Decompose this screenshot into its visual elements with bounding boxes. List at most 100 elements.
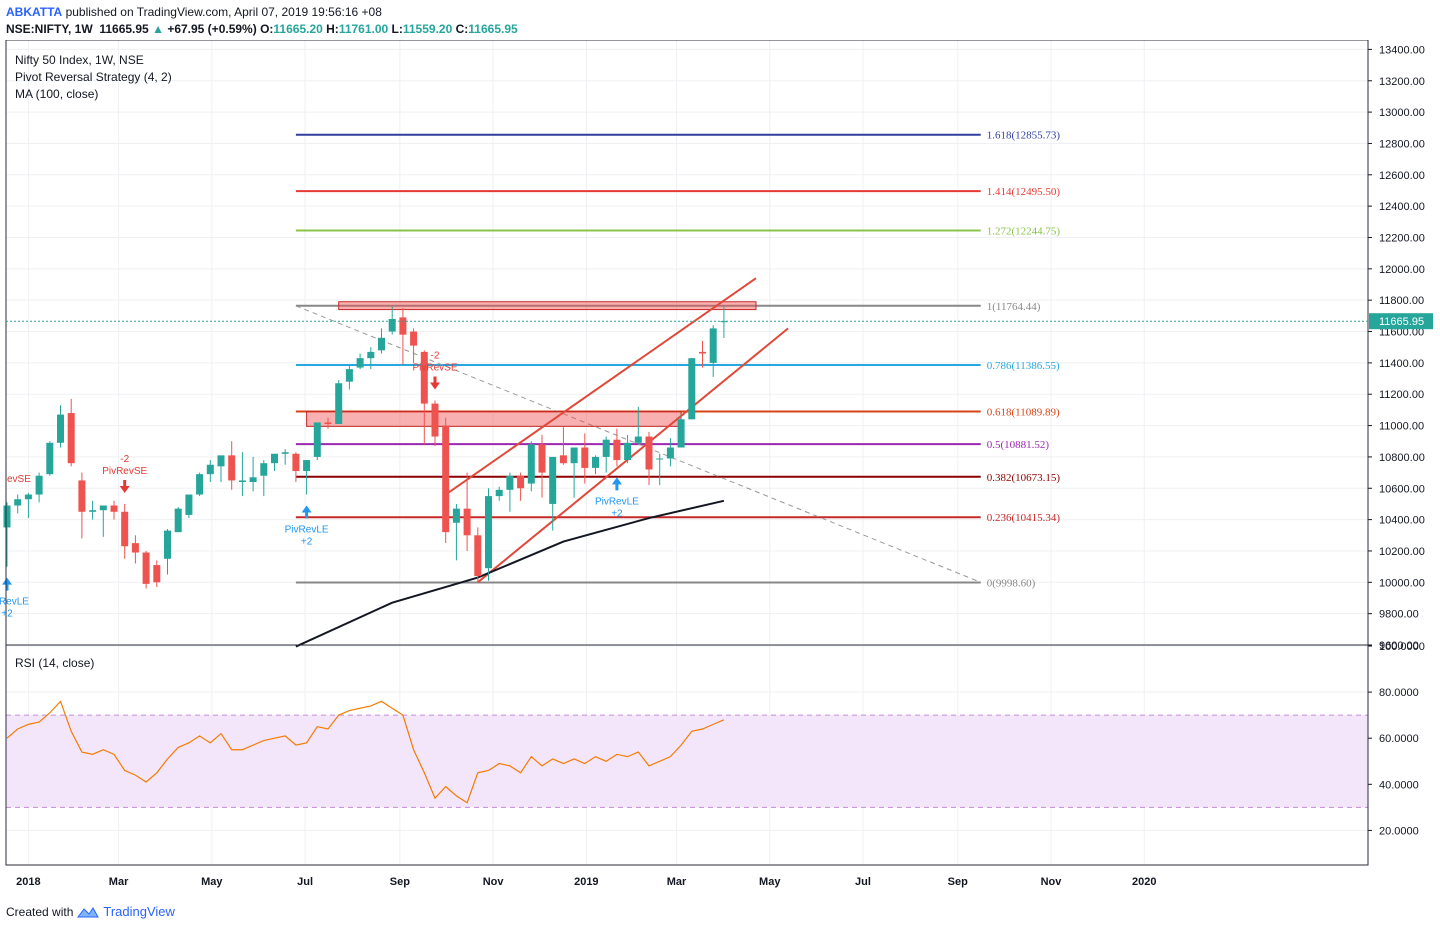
- candle: [517, 472, 525, 501]
- x-tick-label: May: [201, 876, 223, 888]
- short-signal-label: PivRevSE: [102, 466, 147, 477]
- price-chart[interactable]: 0(9998.60) 0.236(10415.34) 0.382(10673.15)…: [0, 40, 1440, 900]
- legend: Nifty 50 Index, 1W, NSE Pivot Reversal S…: [15, 53, 172, 670]
- candle-body: [153, 565, 161, 583]
- candle-body: [14, 499, 22, 506]
- candle-body: [313, 422, 321, 457]
- candle: [217, 455, 225, 482]
- candle-body: [164, 530, 171, 559]
- short-signal-arrow-icon: [430, 376, 440, 390]
- candle-body: [185, 494, 193, 515]
- up-arrow-icon: ▲: [152, 22, 164, 36]
- candle: [14, 494, 22, 514]
- x-tick-label: May: [759, 876, 781, 888]
- candle-body: [645, 436, 653, 470]
- last-price-tag: [1369, 313, 1433, 330]
- y-tick-label: 9600.00: [1379, 640, 1419, 652]
- candle: [271, 453, 278, 472]
- candle: [46, 441, 54, 476]
- candle: [67, 398, 75, 467]
- candle: [570, 447, 578, 498]
- candle: [335, 380, 343, 425]
- rsi-y-tick-label: 40.0000: [1379, 779, 1419, 791]
- fib-level-label: 0.236(10415.34): [987, 512, 1061, 524]
- candle: [463, 472, 471, 551]
- x-tick-label: 2020: [1132, 876, 1156, 888]
- candle-body: [345, 369, 353, 382]
- candle: [35, 472, 43, 503]
- legend-rsi: RSI (14, close): [15, 656, 94, 670]
- candle-body: [367, 351, 375, 359]
- x-tick-label: Jul: [855, 876, 871, 888]
- rsi-line: [6, 700, 725, 804]
- x-tick-label: Sep: [948, 876, 968, 888]
- candle: [410, 328, 418, 363]
- candle: [559, 427, 567, 465]
- candle: [485, 488, 492, 581]
- candle-body: [602, 439, 610, 457]
- long-signal-label: PivRevLE: [595, 496, 639, 507]
- symbol-line: NSE:NIFTY, 1W 11665.95 ▲ +67.95 (+0.59%)…: [6, 22, 518, 36]
- low-value: 11559.20: [402, 22, 453, 36]
- author-link[interactable]: ABKATTA: [6, 5, 63, 19]
- candles: [3, 306, 728, 589]
- x-tick-label: Nov: [1041, 876, 1063, 888]
- chart-header: ABKATTA published on TradingView.com, Ap…: [0, 0, 1440, 40]
- candle-body: [463, 508, 471, 536]
- long-signal-arrow-icon: [2, 577, 12, 591]
- candle: [89, 500, 97, 520]
- legend-symbol: Nifty 50 Index, 1W, NSE: [15, 53, 144, 67]
- rsi-series-line: [6, 700, 725, 804]
- ma-line: [295, 499, 725, 648]
- candle-body: [549, 456, 557, 504]
- channel-upper-line: [445, 277, 757, 496]
- candle-body: [399, 317, 407, 335]
- candle: [249, 456, 257, 492]
- candle: [656, 453, 664, 486]
- y-tick-label: 10800.00: [1379, 452, 1425, 464]
- x-tick-label: Nov: [483, 876, 505, 888]
- long-signal-label: PivRevLE: [0, 597, 29, 608]
- candle: [506, 472, 514, 512]
- ma-100-line: [295, 499, 725, 648]
- candle-body: [624, 442, 632, 461]
- candle: [110, 500, 118, 520]
- candle: [602, 436, 610, 473]
- candle-body: [474, 535, 482, 577]
- candle: [57, 405, 64, 448]
- candle-body: [442, 425, 450, 533]
- candle: [699, 340, 706, 368]
- candle-body: [206, 464, 214, 475]
- x-tick-label: Jul: [297, 876, 313, 888]
- created-with-text: Created with: [6, 904, 74, 919]
- candle-body: [217, 455, 225, 467]
- candle-body: [271, 453, 278, 464]
- fib-level-label: 0.5(10881.52): [987, 439, 1050, 451]
- candle: [78, 472, 86, 539]
- candle-body: [99, 505, 107, 511]
- legend-ma: MA (100, close): [15, 87, 98, 101]
- candle-body: [24, 494, 32, 500]
- short-signal-label: PivRevSE: [412, 362, 457, 373]
- rsi-band: [6, 714, 1368, 808]
- tradingview-link[interactable]: TradingView: [103, 904, 175, 919]
- y-tick-label: 12800.00: [1379, 138, 1425, 150]
- candle-body: [581, 447, 589, 468]
- candle: [142, 550, 150, 589]
- candle-body: [559, 455, 567, 464]
- long-signal-qty: +2: [301, 537, 313, 548]
- candle-body: [506, 475, 514, 490]
- candle-body: [388, 318, 396, 332]
- footer: Created with TradingView: [6, 904, 175, 919]
- rsi-y-tick-label: 20.0000: [1379, 825, 1419, 837]
- candle: [356, 353, 364, 370]
- candle-body: [89, 510, 97, 512]
- long-signal-arrow-icon: [301, 505, 312, 519]
- candle: [592, 455, 599, 475]
- y-tick-label: 13200.00: [1379, 76, 1425, 88]
- candle-body: [121, 511, 129, 547]
- long-signal-qty: +2: [1, 609, 13, 620]
- fib-level-label: 0(9998.60): [987, 578, 1036, 590]
- candle-body: [356, 358, 364, 368]
- y-tick-label: 11600.00: [1379, 327, 1424, 339]
